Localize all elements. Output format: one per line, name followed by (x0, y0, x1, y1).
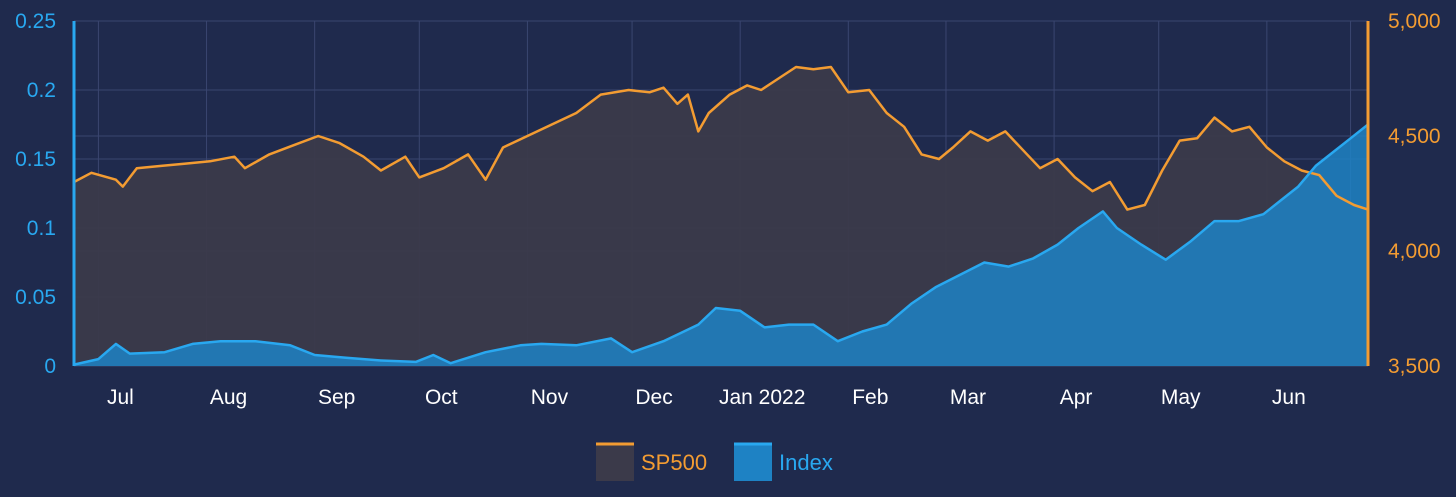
index-line (73, 123, 1369, 366)
x-tick-label: Jan 2022 (719, 386, 805, 409)
x-tick-label: Apr (1060, 386, 1093, 409)
x-tick-label: Oct (425, 386, 458, 409)
y-right-tick-label: 5,000 (1388, 10, 1441, 33)
x-tick-label: May (1161, 386, 1201, 409)
y-right-tick-label: 4,000 (1388, 240, 1441, 263)
y-left-tick-label: 0.25 (15, 10, 56, 33)
legend-swatch (734, 443, 772, 481)
index-area (74, 124, 1368, 366)
legend-label: SP500 (641, 450, 707, 475)
y-left-tick-label: 0.2 (27, 79, 56, 102)
legend-item-index[interactable]: Index (734, 442, 833, 481)
legend-label: Index (779, 450, 833, 475)
x-tick-label: Nov (531, 386, 569, 409)
y-left-tick-label: 0.05 (15, 286, 56, 309)
sp500-line (73, 65, 1369, 211)
legend-item-sp500[interactable]: SP500 (596, 442, 707, 481)
x-tick-label: Jun (1272, 386, 1306, 409)
y-right-tick-label: 3,500 (1388, 355, 1441, 378)
x-tick-label: Dec (635, 386, 672, 409)
x-tick-label: Feb (852, 386, 888, 409)
y-left-tick-label: 0.1 (27, 217, 56, 240)
x-tick-label: Mar (950, 386, 986, 409)
legend-swatch (596, 443, 634, 481)
y-right-tick-label: 4,500 (1388, 125, 1441, 148)
y-left-tick-label: 0.15 (15, 148, 56, 171)
y-left-tick-label: 0 (44, 355, 56, 378)
x-tick-label: Aug (210, 386, 247, 409)
x-tick-label: Sep (318, 386, 355, 409)
x-tick-label: Jul (107, 386, 134, 409)
